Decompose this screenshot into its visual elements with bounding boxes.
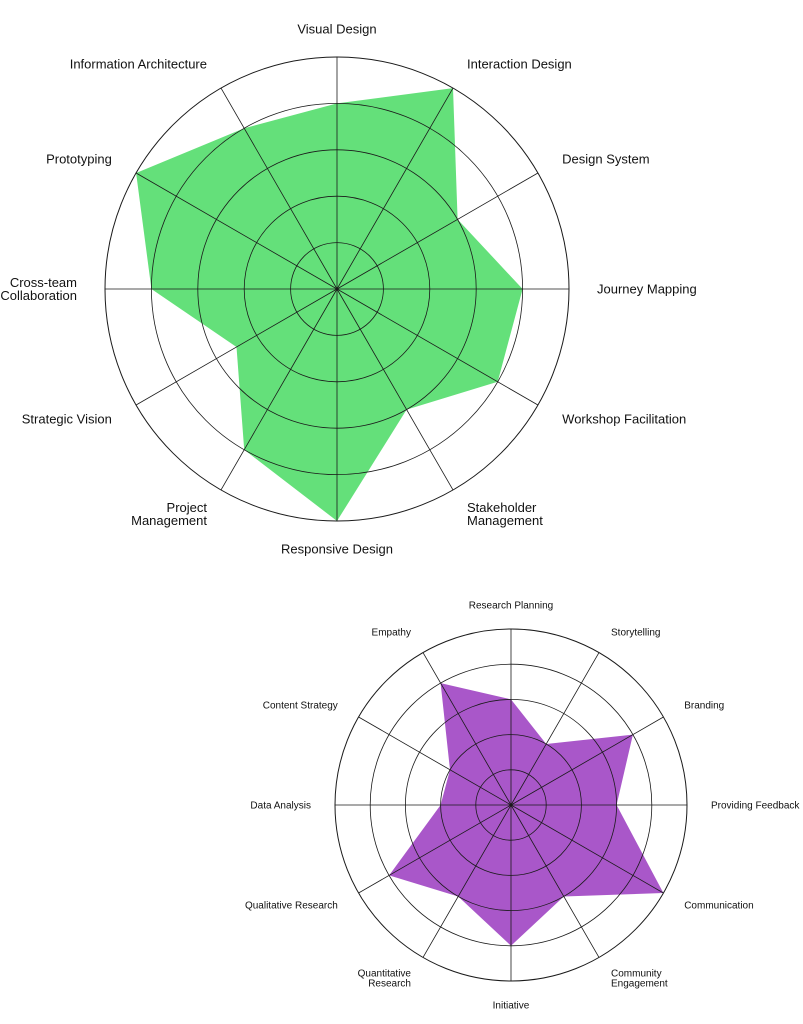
axis-label-cross-team-collaboration: Cross-team Collaboration <box>0 275 77 303</box>
spoke-interaction-design <box>336 87 454 290</box>
axis-label-information-architecture: Information Architecture <box>70 56 207 71</box>
spoke-project-management <box>220 288 338 491</box>
radar-chart-design-skills: Visual Design Interaction Design Design Sy… <box>0 22 696 557</box>
spoke-empathy <box>422 652 512 806</box>
axis-label-responsive-design: Responsive Design <box>281 542 393 557</box>
axis-label-workshop-facilitation: Workshop Facilitation <box>562 412 686 427</box>
spoke-branding <box>510 716 664 806</box>
axis-label-stakeholder-management: Stakeholder Management <box>467 500 543 528</box>
spoke-strategic-vision <box>135 288 338 406</box>
spoke-design-system <box>336 172 539 290</box>
axis-label-research-planning: Research Planning <box>469 601 554 612</box>
spoke-workshop-facilitation <box>336 288 539 406</box>
axis-label-initiative: Initiative <box>493 1001 530 1012</box>
axis-label-empathy: Empathy <box>372 627 411 638</box>
axis-label-providing-feedback: Providing Feedback <box>711 801 800 812</box>
spoke-quantitative-research <box>422 804 512 958</box>
axis-label-community-engagement: Community Engagement <box>611 969 668 990</box>
spoke-prototyping <box>135 172 338 290</box>
series-area-2 <box>389 683 664 946</box>
spoke-stakeholder-management <box>336 288 454 491</box>
axis-label-branding: Branding <box>684 701 724 712</box>
axis-label-data-analysis: Data Analysis <box>250 801 311 812</box>
axis-label-communication: Communication <box>684 901 753 912</box>
axis-label-journey-mapping: Journey Mapping <box>597 282 697 297</box>
spoke-storytelling <box>510 652 600 806</box>
axis-label-storytelling: Storytelling <box>611 627 660 638</box>
axis-label-visual-design: Visual Design <box>297 22 376 37</box>
spoke-qualitative-research <box>358 804 512 894</box>
spoke-communication <box>510 804 664 894</box>
axis-label-interaction-design: Interaction Design <box>467 56 572 71</box>
spoke-information-architecture <box>220 87 338 290</box>
axis-label-qualitative-research: Qualitative Research <box>245 901 338 912</box>
spoke-content-strategy <box>358 716 512 806</box>
axis-label-content-strategy: Content Strategy <box>263 701 338 712</box>
series-area-1 <box>136 88 523 521</box>
radar-chart-research-skills: Research Planning Storytelling Branding Pro… <box>245 601 800 1012</box>
axis-label-strategic-vision: Strategic Vision <box>22 412 112 427</box>
axis-label-prototyping: Prototyping <box>46 152 112 167</box>
spoke-community-engagement <box>510 804 600 958</box>
axis-label-project-management: Project Management <box>131 500 207 528</box>
axis-label-design-system: Design System <box>562 152 649 167</box>
axis-label-quantitative-research: Quantitative Research <box>358 969 412 990</box>
